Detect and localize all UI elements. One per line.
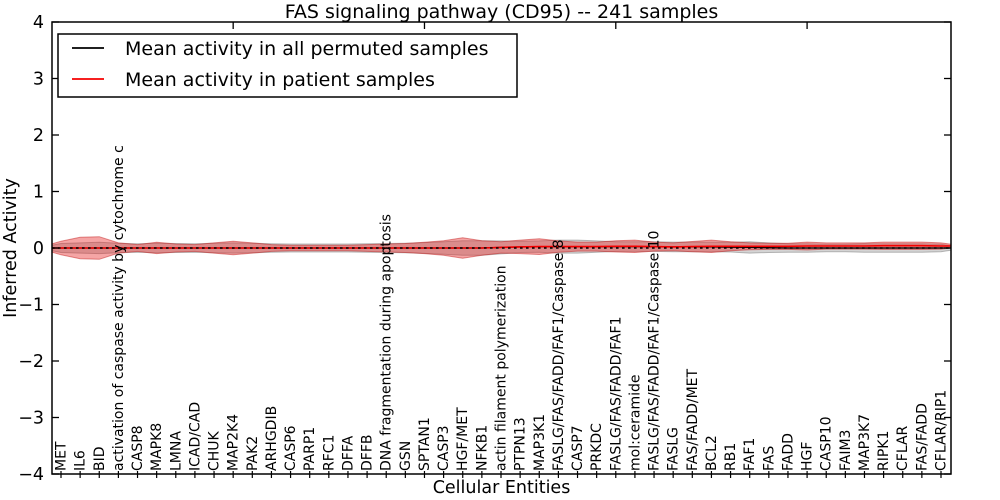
y-tick-label: −4 — [18, 465, 44, 485]
x-entity-label: ICAD/CAD — [187, 402, 203, 471]
legend-label-patient: Mean activity in patient samples — [125, 69, 435, 91]
x-entity-label: PAK2 — [245, 436, 261, 471]
x-entity-label: RFC1 — [321, 435, 337, 471]
x-entity-label: LMNA — [168, 431, 184, 471]
x-entity-label: RIPK1 — [876, 431, 892, 471]
legend-box — [57, 33, 518, 98]
x-entity-label: SPTAN1 — [417, 417, 433, 471]
x-entity-label: MAPK8 — [149, 423, 165, 471]
x-entity-label: PTPN13 — [513, 417, 529, 471]
x-entity-label: mol:ceramide — [627, 375, 643, 471]
x-entity-label: HGF/MET — [455, 407, 471, 471]
x-entity-label: BID — [92, 446, 108, 471]
y-tick-label: 0 — [33, 239, 44, 259]
x-entity-label: actin filament polymerization — [494, 265, 510, 471]
y-tick-label: −1 — [18, 296, 44, 316]
y-tick-label: −2 — [18, 352, 44, 372]
patient-mean-line — [52, 244, 951, 249]
x-entity-label: FASLG/FAS/FADD/FAF1 — [608, 317, 624, 471]
x-entity-label: FAIM3 — [838, 430, 854, 471]
x-entity-label: CASP8 — [130, 425, 146, 471]
x-entity-label: MAP3K1 — [532, 414, 548, 471]
x-entity-label: FAS/FADD — [914, 403, 930, 471]
x-entity-label: PRKDC — [589, 423, 605, 471]
x-entity-label: CASP3 — [436, 425, 452, 471]
x-entity-label: DFFA — [340, 435, 356, 471]
x-entity-label: MET — [54, 441, 70, 471]
chart-title: FAS signaling pathway (CD95) -- 241 samp… — [285, 1, 719, 23]
x-entity-label: CFLAR — [895, 425, 911, 471]
y-tick-label: 2 — [33, 126, 44, 146]
y-tick-label: −3 — [18, 409, 44, 429]
x-entity-label: FASLG — [666, 427, 682, 471]
x-entity-label: FADD — [780, 433, 796, 471]
legend-label-permuted: Mean activity in all permuted samples — [125, 38, 488, 60]
y-tick-label: 3 — [33, 70, 44, 90]
x-entity-label: CFLAR/RIP1 — [934, 390, 950, 471]
y-axis-label: Inferred Activity — [1, 178, 21, 318]
y-tick-label: 1 — [33, 183, 44, 203]
x-entity-label: PARP1 — [302, 427, 318, 471]
x-entity-label: DNA fragmentation during apoptosis — [379, 214, 395, 471]
x-entity-label: HGF — [800, 442, 816, 471]
x-entity-label: MAP3K7 — [857, 414, 873, 471]
x-entity-label: MAP2K4 — [226, 414, 242, 471]
x-entity-label: CASP6 — [283, 425, 299, 471]
x-entity-label: ARHGDIB — [264, 406, 280, 471]
x-entity-label: FASLG/FAS/FADD/FAF1/Caspase 10 — [647, 231, 663, 471]
x-entity-label: CASP10 — [819, 417, 835, 472]
x-axis-label: Cellular Entities — [433, 478, 571, 498]
x-entity-label: NFKB1 — [474, 425, 490, 471]
y-tick-label: 4 — [33, 13, 44, 33]
x-entity-label: GSN — [398, 441, 414, 471]
x-entity-label: FAS/FADD/MET — [685, 369, 701, 471]
legend: Mean activity in all permuted samples Mea… — [57, 33, 518, 98]
x-entity-label: FAS — [761, 446, 777, 471]
x-entity-label: CHUK — [207, 430, 223, 471]
x-entity-label: FAF1 — [742, 438, 758, 471]
x-entity-label: BCL2 — [704, 435, 720, 471]
x-entity-label: FASLG/FAS/FADD/FAF1/Caspase 8 — [551, 239, 567, 471]
x-entity-label: CASP7 — [570, 425, 586, 471]
x-entity-label: RB1 — [723, 443, 739, 471]
x-entity-label: IL6 — [73, 450, 89, 471]
x-entity-label: DFFB — [360, 435, 376, 472]
x-entity-label: activation of caspase activity by cytoch… — [111, 145, 127, 471]
